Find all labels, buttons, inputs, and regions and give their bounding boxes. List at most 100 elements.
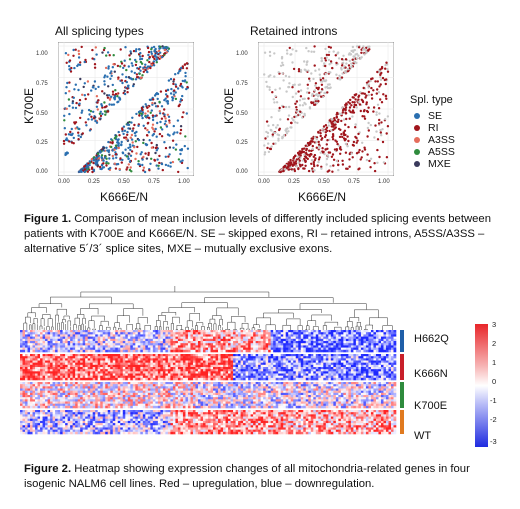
- heatmap-cell: [253, 341, 256, 344]
- heatmap-cell: [135, 367, 139, 370]
- heatmap-cell: [105, 360, 109, 363]
- scatter-point: [310, 159, 314, 162]
- scatter-point: [344, 111, 347, 114]
- heatmap-cell: [157, 347, 161, 351]
- heatmap-cell: [155, 343, 159, 346]
- heatmap-cell: [137, 330, 141, 333]
- heatmap-cell: [57, 330, 61, 333]
- scatter-point: [366, 153, 369, 156]
- heatmap-cell: [300, 358, 304, 361]
- heatmap-cell: [355, 332, 359, 335]
- heatmap-cell: [385, 336, 389, 340]
- scatter-point: [285, 49, 289, 52]
- heatmap-cell: [358, 345, 362, 348]
- scatter-point: [114, 153, 118, 156]
- heatmap-cell: [285, 360, 289, 363]
- heatmap-cell: [383, 362, 387, 366]
- scatter-point: [129, 52, 133, 55]
- heatmap-cell: [25, 362, 28, 366]
- scatter-point: [140, 62, 144, 65]
- heatmap-cell: [52, 354, 56, 357]
- heatmap-cell: [115, 349, 119, 353]
- scatter-point: [83, 170, 86, 174]
- scatter-point: [323, 152, 326, 156]
- scatter-point: [172, 80, 175, 83]
- scatter-point: [348, 158, 351, 161]
- scatter-point: [152, 98, 155, 101]
- heatmap-cell: [293, 332, 297, 335]
- heatmap-cell: [67, 367, 71, 370]
- heatmap-cell: [268, 354, 271, 357]
- heatmap-cell: [265, 336, 269, 340]
- heatmap-cell: [20, 332, 23, 335]
- heatmap-cell: [325, 347, 329, 351]
- scatter-point: [353, 48, 356, 52]
- scatter-point: [293, 83, 296, 86]
- heatmap-cell: [390, 341, 394, 344]
- heatmap-cell: [240, 336, 244, 340]
- scatter-point: [122, 66, 125, 70]
- heatmap-cell: [295, 341, 299, 344]
- heatmap-cell: [303, 336, 307, 340]
- heatmap-cell: [278, 347, 281, 351]
- heatmap-cell: [210, 358, 214, 361]
- heatmap-cell: [40, 332, 43, 335]
- heatmap-cell: [147, 354, 151, 357]
- scatter-point: [106, 96, 110, 99]
- heatmap-cell: [130, 332, 134, 335]
- heatmap-cell: [190, 341, 194, 344]
- heatmap-cell: [298, 345, 302, 348]
- heatmap-cell: [102, 362, 106, 366]
- scatter-point: [102, 166, 106, 169]
- scatter-point: [137, 124, 140, 128]
- heatmap-cell: [325, 358, 329, 361]
- heatmap-cell: [95, 367, 99, 370]
- heatmap-cell: [238, 364, 241, 368]
- heatmap-cell: [180, 356, 184, 359]
- heatmap-cell: [238, 367, 241, 370]
- heatmap-cell: [140, 345, 144, 348]
- heatmap-cell: [30, 345, 33, 348]
- heatmap-cell: [378, 334, 382, 337]
- scatter-point: [144, 63, 147, 66]
- scatter-point: [277, 134, 281, 137]
- heatmap-cell: [27, 354, 31, 357]
- scatter-point: [71, 100, 75, 103]
- heatmap-cell: [72, 354, 76, 357]
- heatmap-cell: [105, 338, 109, 342]
- scatter-point: [156, 57, 159, 61]
- heatmap-cell: [308, 332, 312, 335]
- heatmap-cell: [200, 336, 204, 340]
- heatmap-cell: [25, 349, 28, 353]
- heatmap-cell: [77, 341, 81, 344]
- scatter-point: [298, 163, 302, 166]
- heatmap-cell: [195, 354, 199, 357]
- heatmap-cell: [255, 347, 259, 351]
- scatter-point: [377, 122, 381, 125]
- heatmap-cell: [40, 356, 43, 359]
- heatmap-cell: [90, 334, 93, 337]
- heatmap-cell: [120, 336, 124, 340]
- scatter-point: [363, 53, 366, 56]
- scatter-point: [319, 90, 323, 94]
- scatter-point: [185, 81, 188, 84]
- heatmap-cell: [187, 341, 191, 344]
- heatmap-cell: [32, 356, 36, 359]
- scatter-point: [152, 60, 156, 63]
- scatter-point: [367, 93, 370, 97]
- heatmap-cell: [177, 354, 181, 357]
- heatmap-cell: [310, 347, 314, 351]
- heatmap-cell: [363, 356, 367, 359]
- heatmap-cell: [145, 341, 149, 344]
- heatmap-cell: [190, 360, 194, 363]
- heatmap-cell: [215, 338, 219, 342]
- scatter-point: [353, 101, 356, 104]
- heatmap-cell: [325, 341, 329, 344]
- scatter-point: [314, 103, 317, 106]
- heatmap-cell: [145, 362, 149, 366]
- heatmap-cell: [90, 367, 93, 370]
- scatter-point: [279, 64, 283, 67]
- scatter-point: [163, 113, 166, 116]
- scatter-point: [96, 108, 99, 111]
- heatmap-cell: [167, 332, 171, 335]
